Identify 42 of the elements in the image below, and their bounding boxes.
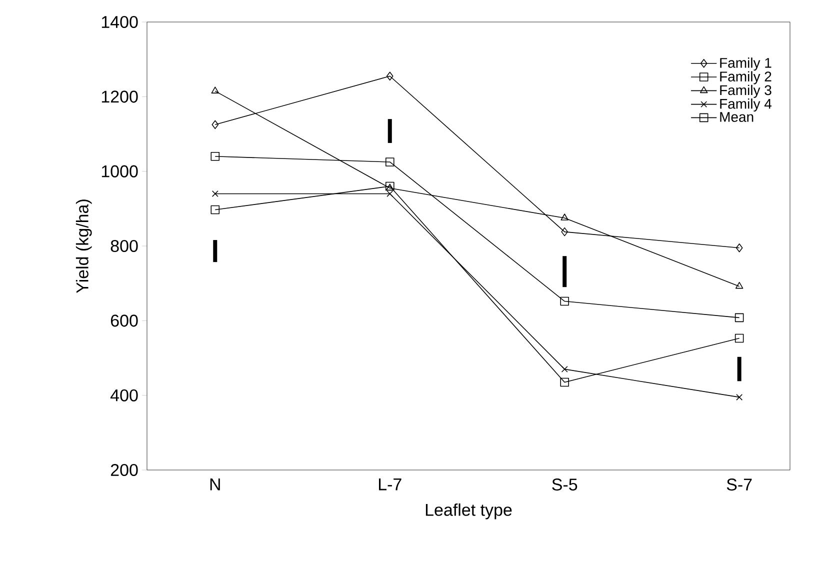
point bbox=[385, 158, 394, 166]
legend-label: Family 4 bbox=[720, 98, 772, 112]
point bbox=[211, 86, 220, 94]
y-tick-label: 400 bbox=[110, 389, 138, 402]
point bbox=[560, 296, 569, 306]
bar bbox=[737, 356, 742, 382]
y-axis-title: Yield (kg/ha) bbox=[76, 200, 92, 294]
x-tick-label: N bbox=[210, 478, 220, 490]
point bbox=[734, 313, 744, 322]
point bbox=[736, 394, 743, 400]
point bbox=[212, 190, 218, 197]
point bbox=[736, 243, 743, 252]
x-tick-label: L-7 bbox=[378, 478, 402, 490]
legend-label: Mean bbox=[720, 112, 754, 122]
point bbox=[210, 152, 220, 161]
point bbox=[386, 184, 394, 191]
point bbox=[386, 72, 394, 81]
point bbox=[560, 214, 568, 220]
x-tick-label: S-7 bbox=[726, 478, 752, 491]
legend-label: Family 3 bbox=[720, 84, 772, 98]
x-axis-title: Leaflet type bbox=[426, 503, 512, 520]
y-tick-label: 1200 bbox=[102, 90, 138, 103]
point bbox=[210, 205, 220, 214]
bar bbox=[562, 256, 567, 288]
point bbox=[735, 282, 744, 289]
point bbox=[386, 190, 394, 197]
y-tick-label: 1400 bbox=[102, 16, 138, 28]
point bbox=[560, 378, 569, 387]
y-tick-label: 800 bbox=[110, 240, 138, 252]
legend-label: Family 2 bbox=[720, 71, 772, 84]
legend-label: Family 1 bbox=[720, 58, 772, 71]
point bbox=[385, 182, 394, 191]
bar bbox=[388, 119, 392, 143]
x-tick-label: S-5 bbox=[552, 478, 578, 491]
y-tick-label: 600 bbox=[110, 314, 138, 327]
point bbox=[561, 227, 568, 236]
y-tick-label: 200 bbox=[110, 464, 138, 476]
point bbox=[561, 366, 568, 372]
bar bbox=[213, 240, 218, 262]
point bbox=[734, 334, 744, 343]
point bbox=[212, 120, 219, 130]
y-tick-label: 1000 bbox=[102, 165, 138, 178]
